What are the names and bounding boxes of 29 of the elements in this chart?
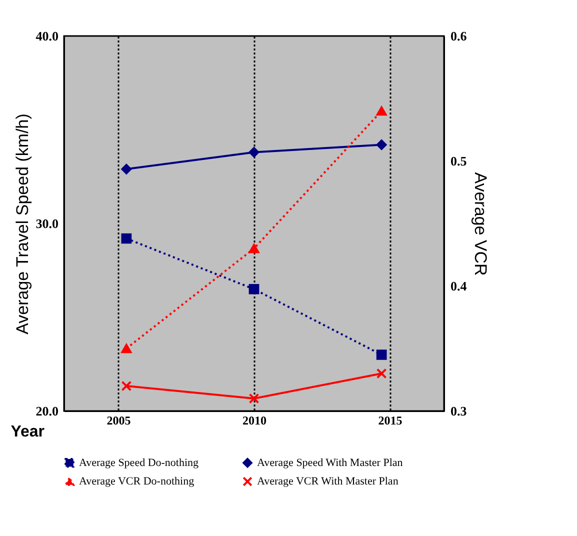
point	[248, 284, 260, 294]
y2-tick-label: 0.6	[450, 28, 468, 44]
point	[121, 344, 132, 354]
point	[248, 393, 260, 404]
y-tick-label: 20.0	[36, 404, 58, 418]
point	[376, 368, 387, 379]
x-tick-label: 2005	[106, 414, 131, 428]
point	[248, 244, 260, 254]
legend-label: Average Speed With Master Plan	[257, 456, 404, 469]
point	[121, 380, 132, 392]
point	[376, 350, 387, 360]
legend-label: Average VCR With Master Plan	[257, 476, 399, 488]
point	[121, 233, 132, 244]
point	[376, 106, 387, 116]
y2-axis-title: Average VCR	[470, 172, 490, 276]
y2-tick-label: 0.3	[450, 404, 468, 418]
point	[121, 164, 132, 174]
point	[376, 140, 387, 150]
point	[248, 147, 260, 158]
y-axis-title: Average Travel Speed (km/h)	[12, 114, 32, 334]
x-axis-title: Year	[10, 424, 44, 440]
x-tick-label: 2010	[242, 414, 266, 428]
legend-label: Average Speed Do-nothing	[79, 456, 200, 469]
y2-tick-label: 0.5	[450, 154, 468, 168]
y-tick-label: 30.0	[36, 216, 58, 231]
legend-label: Average VCR Do-nothing	[79, 476, 195, 488]
y-tick-label: 40.0	[36, 28, 58, 44]
x-tick-label: 2015	[378, 414, 402, 428]
y2-tick-label: 0.4	[450, 278, 468, 294]
